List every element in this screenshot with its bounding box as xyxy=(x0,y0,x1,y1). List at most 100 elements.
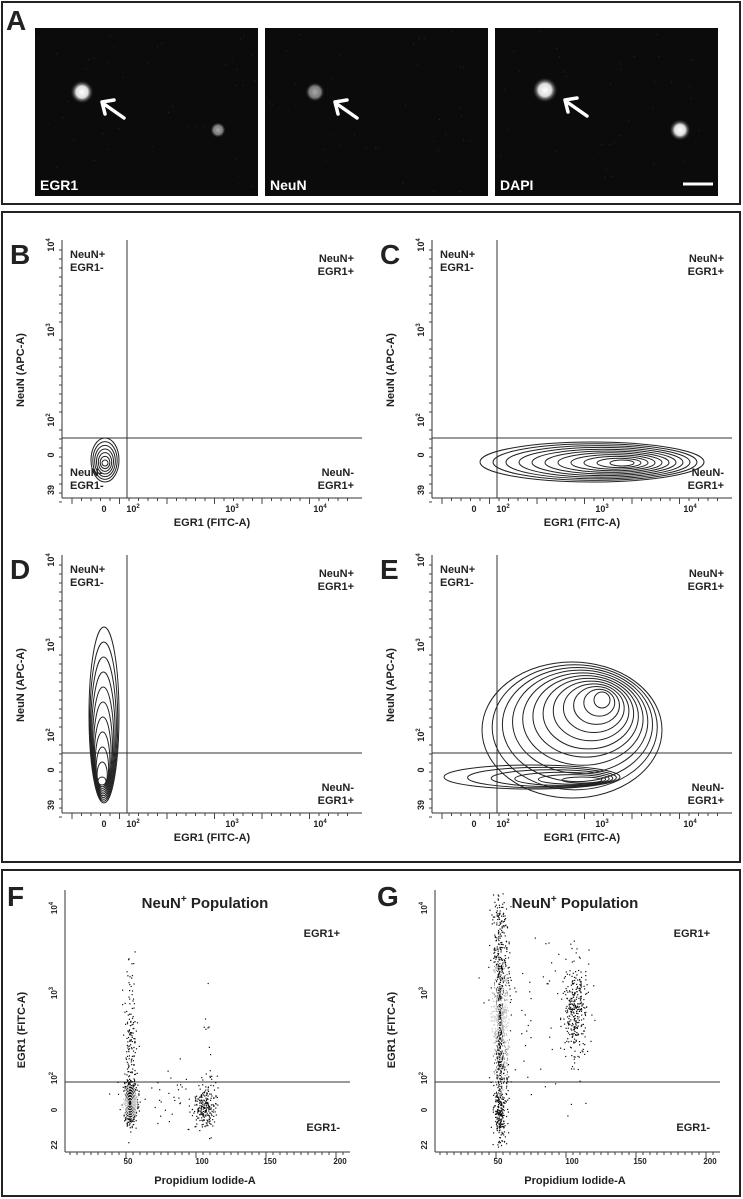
tick-label: 103 xyxy=(419,986,429,999)
event-dot xyxy=(573,1038,576,1040)
event-dot xyxy=(500,1033,502,1035)
event-dot xyxy=(503,959,505,961)
event-dot xyxy=(199,1088,201,1090)
event-dot xyxy=(215,1095,217,1097)
event-dot xyxy=(124,1073,126,1075)
event-dot xyxy=(130,1061,132,1063)
tick-base: 10 xyxy=(46,732,56,742)
event-dot xyxy=(499,1096,501,1098)
event-dot xyxy=(502,944,504,946)
event-dot xyxy=(506,1039,508,1042)
event-dot xyxy=(499,1030,501,1032)
event-dot xyxy=(498,1069,500,1071)
tick-label: 39 xyxy=(46,800,56,810)
event-dot xyxy=(569,990,571,992)
event-dot xyxy=(504,1067,506,1069)
event-dot xyxy=(498,983,500,985)
noise xyxy=(690,97,692,99)
event-dot xyxy=(212,1111,214,1113)
event-dot xyxy=(121,1104,123,1106)
event-dot xyxy=(580,971,582,973)
event-dot xyxy=(499,1053,501,1055)
event-dot xyxy=(504,1065,506,1067)
event-dot xyxy=(131,994,133,996)
event-dot xyxy=(565,958,567,960)
event-dot xyxy=(127,1108,129,1110)
event-dot xyxy=(504,919,506,921)
tick-exponent: 4 xyxy=(323,504,327,510)
event-dot xyxy=(209,1076,211,1079)
event-dot xyxy=(570,1008,572,1011)
tick-label: 104 xyxy=(49,901,59,914)
event-dot xyxy=(577,979,579,981)
event-dot xyxy=(499,1129,501,1131)
event-dot xyxy=(584,1013,586,1015)
panel-letter: D xyxy=(10,554,30,585)
x-axis-label: Propidium Iodide-A xyxy=(524,1175,625,1187)
event-dot xyxy=(508,1097,510,1099)
event-dot xyxy=(496,1033,498,1035)
event-dot xyxy=(129,1121,131,1123)
tick-base: 10 xyxy=(126,819,136,829)
event-dot xyxy=(196,1100,198,1102)
event-dot xyxy=(496,1125,498,1127)
event-dot xyxy=(500,1107,502,1109)
quadrant-label: EGR1- xyxy=(306,1122,340,1134)
event-dot xyxy=(133,1007,135,1009)
event-dot xyxy=(572,996,575,998)
event-dot xyxy=(499,1113,501,1115)
tick-label: 150 xyxy=(263,1157,277,1166)
event-dot xyxy=(217,1087,219,1089)
event-dot xyxy=(584,1053,586,1055)
event-dot xyxy=(506,1079,508,1081)
noise xyxy=(633,56,635,58)
event-dot xyxy=(500,1011,502,1013)
event-dot xyxy=(500,1100,502,1103)
event-dot xyxy=(557,993,559,995)
event-dot xyxy=(563,1048,565,1050)
event-dot xyxy=(214,1111,216,1113)
event-dot xyxy=(498,1118,501,1120)
contour xyxy=(496,1000,504,1042)
event-dot xyxy=(495,995,497,997)
event-dot xyxy=(128,1096,130,1098)
event-dot xyxy=(201,1117,203,1119)
event-dot xyxy=(498,1058,501,1060)
noise xyxy=(203,125,205,127)
event-dot xyxy=(502,1077,504,1079)
event-dot xyxy=(499,965,501,967)
event-dot xyxy=(578,1010,580,1012)
event-dot xyxy=(500,1078,502,1080)
event-dot xyxy=(129,1003,131,1005)
y-axis-label: NeuN (APC-A) xyxy=(385,333,397,407)
event-dot xyxy=(127,1114,129,1116)
event-dot xyxy=(213,1105,215,1107)
event-dot xyxy=(131,1088,133,1090)
panel-letter: G xyxy=(377,881,399,912)
event-dot xyxy=(574,1020,576,1022)
event-dot xyxy=(133,1124,135,1126)
event-dot xyxy=(133,1103,136,1105)
event-dot xyxy=(499,948,501,950)
event-dot xyxy=(498,1097,500,1099)
event-dot xyxy=(500,1027,502,1029)
event-dot xyxy=(572,983,574,985)
event-dot xyxy=(500,979,502,981)
noise xyxy=(239,38,241,40)
event-dot xyxy=(573,994,575,996)
event-dot xyxy=(587,991,589,993)
noise xyxy=(605,168,607,170)
event-dot xyxy=(128,1111,130,1113)
event-dot xyxy=(128,1029,131,1031)
event-dot xyxy=(208,1107,210,1109)
event-dot xyxy=(550,1027,552,1029)
event-dot xyxy=(576,1006,578,1008)
event-dot xyxy=(585,975,587,977)
event-dot xyxy=(133,1083,135,1085)
event-dot xyxy=(207,1089,209,1091)
tick-label: 0 xyxy=(101,504,106,514)
quadrant-label: EGR1+ xyxy=(674,928,710,940)
event-dot xyxy=(500,1076,502,1078)
event-dot xyxy=(499,1051,501,1053)
event-dot xyxy=(498,972,500,974)
